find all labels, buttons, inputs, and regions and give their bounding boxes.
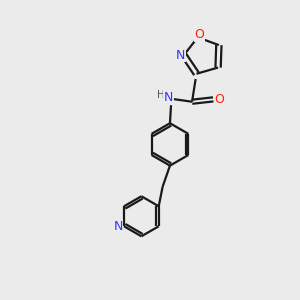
Text: N: N (164, 91, 173, 104)
Text: N: N (113, 220, 123, 233)
Text: O: O (214, 93, 224, 106)
Text: N: N (176, 49, 186, 62)
Text: O: O (194, 28, 204, 41)
Text: H: H (157, 90, 165, 100)
